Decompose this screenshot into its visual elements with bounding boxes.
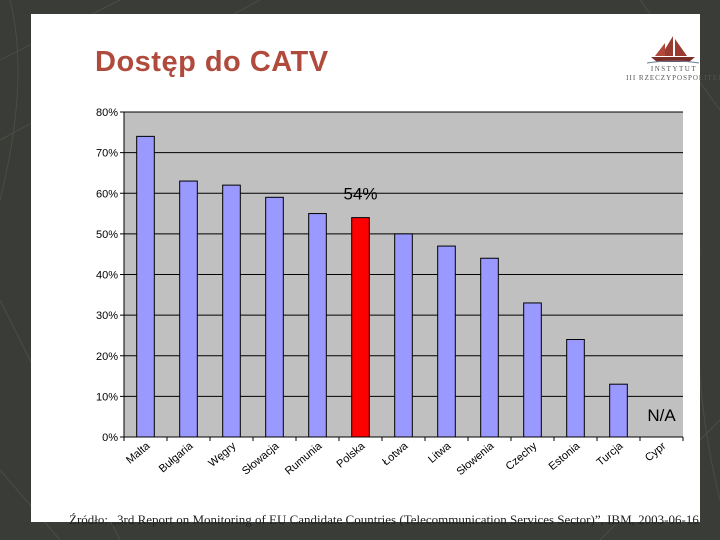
y-tick-label: 50%: [96, 229, 118, 241]
bar: [308, 213, 327, 438]
y-tick-label: 10%: [96, 391, 118, 403]
bar: [179, 180, 198, 438]
bar: [265, 196, 284, 438]
y-tick-label: 30%: [96, 310, 118, 322]
x-tick-label: Węgry: [206, 440, 238, 470]
y-tick-label: 60%: [96, 188, 118, 200]
y-tick-label: 80%: [96, 107, 118, 119]
na-label: N/A: [647, 406, 676, 425]
x-tick-label: Łotwa: [380, 440, 411, 469]
slide-title: Dostęp do CATV: [95, 46, 329, 78]
highlight-data-label: 54%: [343, 184, 377, 203]
logo-text-line-2: III RZECZYPOSPOLITEJ: [626, 74, 720, 82]
source-note: Źródło: „3rd Report on Monitoring of EU …: [69, 512, 699, 527]
bar: [351, 217, 370, 438]
bar: [394, 233, 413, 438]
x-tick-label: Słowacja: [240, 440, 282, 478]
x-tick-label: Czechy: [504, 440, 540, 473]
bar: [566, 339, 585, 438]
y-tick-label: 70%: [96, 148, 118, 160]
y-tick-label: 0%: [102, 432, 118, 444]
logo-text-line-1: INSTYTUT: [650, 65, 698, 73]
x-tick-label: Malta: [124, 440, 153, 467]
bar-chart: 0% 10% 20% 30% 40% 50% 60% 70% 80% Malta Bułgaria W…: [96, 107, 684, 478]
x-tick-label: Rumunia: [283, 440, 325, 478]
slide-canvas: Dostęp do CATV INSTYTUT III RZECZYPOSPOL…: [31, 14, 720, 527]
bar: [437, 245, 456, 438]
x-tick-label: Litwa: [426, 440, 454, 466]
x-tick-label: Polska: [334, 440, 368, 471]
bar: [480, 257, 499, 438]
bar: [222, 184, 241, 438]
bar: [609, 383, 628, 438]
sailing-ship-icon: [646, 36, 700, 64]
institute-logo: INSTYTUT III RZECZYPOSPOLITEJ: [619, 34, 720, 86]
x-tick-label: Estonia: [547, 440, 583, 473]
x-tick-label: Turcja: [595, 440, 626, 469]
x-tick-label: Cypr: [643, 440, 669, 464]
y-tick-label: 40%: [96, 270, 118, 282]
x-tick-label: Bułgaria: [157, 440, 196, 476]
x-tick-label: Słowenia: [455, 440, 498, 478]
y-tick-label: 20%: [96, 351, 118, 363]
bar: [136, 135, 155, 438]
bar: [523, 302, 542, 438]
